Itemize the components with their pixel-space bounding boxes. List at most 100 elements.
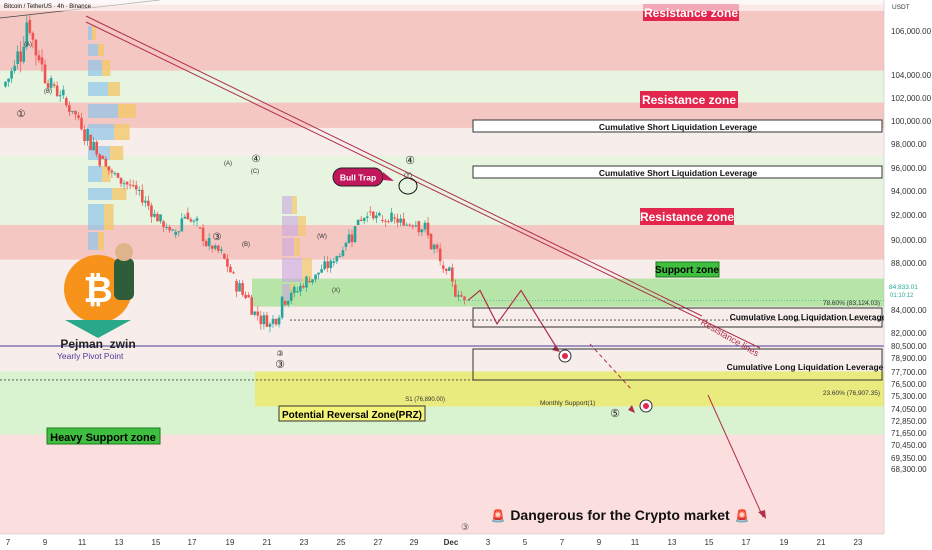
- volume-profile-bar-b-5: [114, 124, 130, 140]
- candle-body-57: [177, 231, 181, 233]
- liquidation-box-short-2-bg: [472, 165, 883, 179]
- candle-body-151: [463, 296, 466, 300]
- warning-text: Dangerous for the Crypto market: [510, 507, 730, 523]
- wave-label-a2: (A): [224, 161, 232, 167]
- candle-body-28: [89, 134, 92, 151]
- candle-body-140: [429, 233, 433, 250]
- volume-profile-bar-d-2: [294, 238, 300, 256]
- candle-body-121: [371, 211, 375, 219]
- candle-body-36: [113, 173, 117, 175]
- resistance-zone-badge-2-bg: [640, 91, 738, 108]
- candle-body-111: [341, 250, 345, 256]
- volume-profile-bar-c-2: [282, 238, 294, 256]
- price-tick-8: 90,000.00: [891, 236, 927, 245]
- candle-body-24: [77, 115, 80, 118]
- bull-trap-label: Bull Trap: [340, 173, 376, 183]
- candle-body-81: [250, 297, 254, 315]
- volume-profile-bar-a-1: [88, 44, 98, 56]
- candle-body-63: [195, 218, 199, 221]
- volume-profile-bar-c-0: [282, 196, 292, 214]
- price-tick-21: 70,450.00: [891, 441, 927, 450]
- wave-label-3-sub2: ③: [461, 522, 469, 532]
- time-tick-12: Dec: [444, 538, 459, 547]
- candle-body-21: [68, 105, 71, 112]
- candle-body-144: [441, 265, 445, 269]
- candle-body-119: [365, 216, 369, 218]
- heavy-support-badge: Heavy Support zone: [46, 427, 161, 445]
- liquidation-box-short-1-bg: [472, 119, 883, 133]
- projection-line-2: [707, 394, 764, 518]
- quote-currency: USDT: [892, 4, 910, 11]
- prz-band: [255, 371, 884, 407]
- candle-body-133: [408, 224, 412, 226]
- candle-body-96: [296, 291, 299, 293]
- candle-body-104: [320, 269, 323, 273]
- wave-label-3: ③: [275, 359, 285, 371]
- candle-body-56: [174, 231, 178, 235]
- author-badge: ₿ Pejman_zwin: [60, 243, 136, 351]
- wave-label-4-small: ④: [252, 154, 261, 165]
- candle-body-65: [201, 227, 205, 242]
- wave-label-w: (W): [317, 234, 327, 240]
- bull-trap-callout: Bull Trap: [332, 167, 418, 195]
- candle-body-102: [314, 274, 317, 280]
- candle-body-46: [144, 200, 147, 203]
- candle-body-123: [378, 212, 381, 216]
- time-tick-13: 3: [486, 538, 491, 547]
- candle-body-117: [359, 219, 363, 221]
- time-tick-16: 9: [597, 538, 602, 547]
- candle-body-112: [344, 242, 348, 247]
- wave-label-4: ④: [405, 155, 415, 167]
- candle-body-66: [204, 241, 208, 247]
- resistance-zone-badge-3: Resistance zone: [640, 208, 734, 225]
- price-tick-5: 96,000.00: [891, 164, 927, 173]
- candle-body-42: [131, 185, 135, 187]
- candle-body-40: [125, 181, 129, 185]
- price-axis[interactable]: USDT 106,000.00 104,000.00 102,000.00 100,0…: [883, 0, 932, 550]
- candle-body-82: [253, 311, 257, 315]
- fib-786-label: 78.60% (83,124.03): [823, 300, 880, 307]
- prz-badge: Potential Reversal Zone(PRZ): [278, 405, 426, 422]
- candle-body-105: [323, 261, 326, 270]
- price-tick-1: 104,000.00: [891, 71, 932, 80]
- candle-body-48: [150, 205, 153, 217]
- candle-body-113: [347, 234, 351, 243]
- time-tick-6: 19: [226, 538, 235, 547]
- last-price-countdown: 01:10:12: [890, 293, 914, 299]
- candle-body-73: [226, 258, 229, 267]
- wave-label-a1: (A): [24, 42, 32, 48]
- price-tick-20: 71,650.00: [891, 429, 927, 438]
- candle-body-51: [159, 214, 162, 222]
- candle-body-134: [411, 225, 415, 227]
- author-avatar-body: [114, 258, 134, 300]
- candle-body-61: [189, 219, 193, 222]
- volume-profile-bar-a-5: [88, 124, 114, 140]
- candle-body-107: [329, 260, 333, 269]
- candle-body-94: [289, 292, 293, 301]
- volume-profile-bar-b-7: [102, 166, 111, 182]
- candle-body-75: [232, 272, 235, 274]
- resistance-zone-badge-3-bg: [640, 208, 734, 225]
- liquidation-box-long-1: Cumulative Long Liquidation Leverage: [472, 307, 887, 328]
- candle-body-137: [420, 229, 424, 233]
- candle-body-108: [332, 261, 336, 263]
- bull-trap-circle: [398, 177, 418, 195]
- time-axis[interactable]: 7 9 11 13 15 17 19 21 23 25 27 29 Dec 3 5 7 9 11 13 15 17 19 2…: [0, 533, 932, 550]
- candle-body-147: [451, 267, 454, 282]
- prz-label: Potential Reversal Zone(PRZ): [282, 410, 422, 421]
- candle-body-37: [116, 173, 120, 178]
- symbol-title: Bitcoin / TetherUS · 4h · Binance: [4, 4, 92, 10]
- candle-body-145: [444, 268, 448, 271]
- volume-profile: [88, 26, 312, 300]
- target-icon-1-dot: [562, 353, 568, 359]
- candle-body-100: [308, 281, 311, 283]
- last-price-value: 84,833.01: [889, 284, 918, 291]
- candle-body-109: [335, 256, 339, 262]
- candle-body-92: [283, 300, 287, 305]
- candle-body-64: [198, 227, 202, 229]
- candle-body-89: [274, 318, 278, 325]
- candle-body-136: [417, 221, 421, 233]
- candle-body-54: [168, 226, 171, 231]
